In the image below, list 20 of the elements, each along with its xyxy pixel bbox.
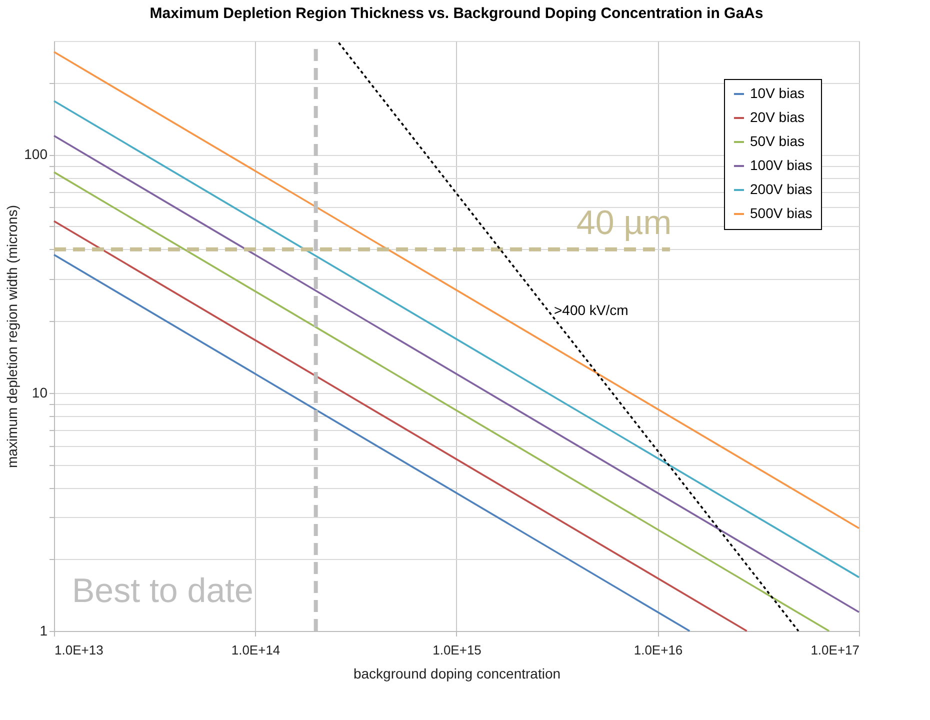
x-tick-label: 1.0E+16 (634, 642, 683, 658)
x-tick-label: 1.0E+13 (54, 642, 104, 658)
legend-label: 10V bias (750, 85, 804, 101)
x-axis-title: background doping concentration (353, 666, 561, 682)
x-tick-label: 1.0E+15 (432, 642, 482, 658)
x-tick-label: 1.0E+14 (231, 642, 280, 658)
y-tick-label: 1 (40, 622, 48, 638)
y-tick-label: 10 (32, 384, 48, 400)
x-tick-label: 1.0E+17 (810, 642, 860, 658)
legend-label: 100V bias (750, 157, 812, 173)
y-axis-title: maximum depletion region width (microns) (4, 205, 20, 468)
legend-label: 20V bias (750, 109, 804, 125)
annotation: 40 µm (576, 204, 672, 242)
annotation: Best to date (72, 572, 254, 610)
y-tick-label: 100 (24, 146, 48, 162)
annotation: >400 kV/cm (554, 302, 628, 318)
legend-label: 200V bias (750, 181, 812, 197)
legend-label: 500V bias (750, 205, 812, 221)
legend-label: 50V bias (750, 133, 804, 149)
chart-title: Maximum Depletion Region Thickness vs. Background Doping Concentration in GaAs (150, 5, 764, 22)
